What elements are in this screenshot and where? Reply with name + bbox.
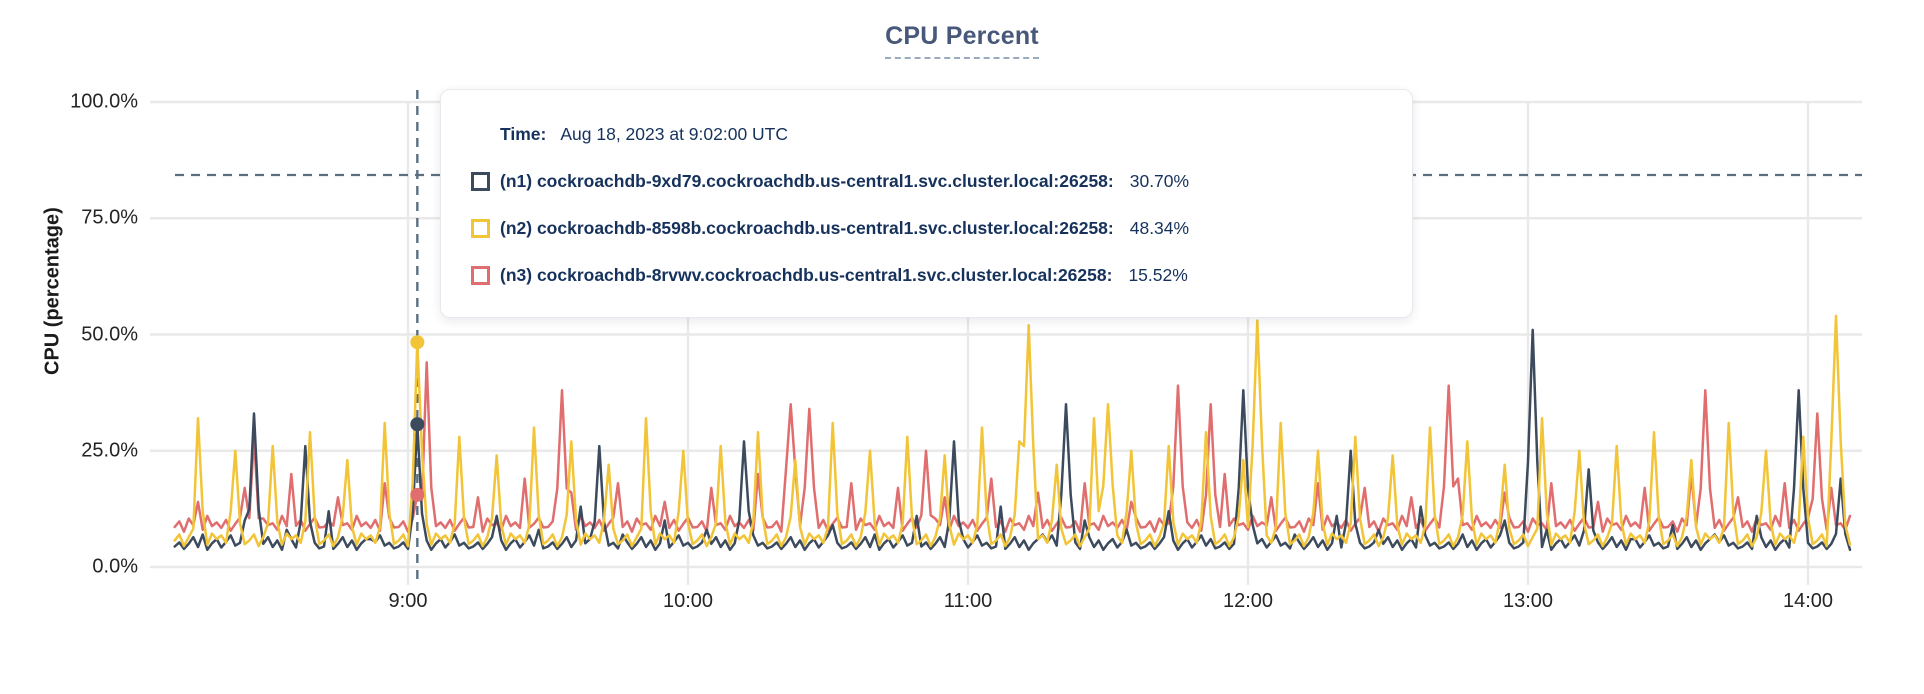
tooltip-row-n2: (n2) cockroachdb-8598b.cockroachdb.us-ce… — [471, 218, 1382, 239]
tooltip-series-value: 15.52% — [1128, 265, 1188, 285]
series-line-n2 — [173, 314, 1852, 548]
tooltip-series-label: (n3) cockroachdb-8rvwv.cockroachdb.us-ce… — [500, 265, 1113, 285]
tooltip-series-label: (n2) cockroachdb-8598b.cockroachdb.us-ce… — [500, 218, 1114, 238]
y-tick-label: 75.0% — [81, 206, 138, 229]
tooltip-time-label: Time: — [500, 124, 547, 144]
series-swatch-icon-n2 — [471, 219, 490, 238]
tooltip-time-row: Time: Aug 18, 2023 at 9:02:00 UTC — [500, 124, 1382, 145]
tooltip-time-value: Aug 18, 2023 at 9:02:00 UTC — [560, 124, 789, 144]
x-tick-label: 13:00 — [1502, 590, 1554, 612]
tooltip-row-n3: (n3) cockroachdb-8rvwv.cockroachdb.us-ce… — [471, 265, 1382, 286]
chart-title-wrap: CPU Percent — [0, 22, 1924, 59]
x-tick-label: 14:00 — [1782, 590, 1834, 612]
x-tick-label: 10:00 — [662, 590, 714, 612]
y-tick-label: 25.0% — [81, 439, 138, 462]
tooltip-series-value: 30.70% — [1129, 171, 1190, 191]
y-tick-label: 0.0% — [92, 555, 138, 578]
chart-title[interactable]: CPU Percent — [885, 22, 1039, 59]
tooltip-series-label: (n1) cockroachdb-9xd79.cockroachdb.us-ce… — [500, 171, 1114, 191]
series-swatch-icon-n1 — [471, 172, 490, 191]
hover-dot-n1 — [410, 417, 425, 432]
hover-dot-n2 — [410, 335, 425, 350]
x-tick-label: 11:00 — [943, 590, 993, 612]
y-tick-label: 100.0% — [70, 90, 138, 113]
hover-tooltip: Time: Aug 18, 2023 at 9:02:00 UTC (n1) co… — [440, 89, 1413, 318]
tooltip-series-rows: (n1) cockroachdb-9xd79.cockroachdb.us-ce… — [471, 171, 1382, 286]
tooltip-row-n1: (n1) cockroachdb-9xd79.cockroachdb.us-ce… — [471, 171, 1382, 192]
series-swatch-icon-n3 — [471, 266, 490, 285]
tooltip-series-value: 48.34% — [1129, 218, 1190, 238]
hover-dot-n3 — [410, 487, 425, 502]
x-tick-label: 12:00 — [1222, 590, 1274, 612]
y-tick-label: 50.0% — [81, 323, 138, 345]
x-tick-label: 9:00 — [388, 590, 428, 612]
